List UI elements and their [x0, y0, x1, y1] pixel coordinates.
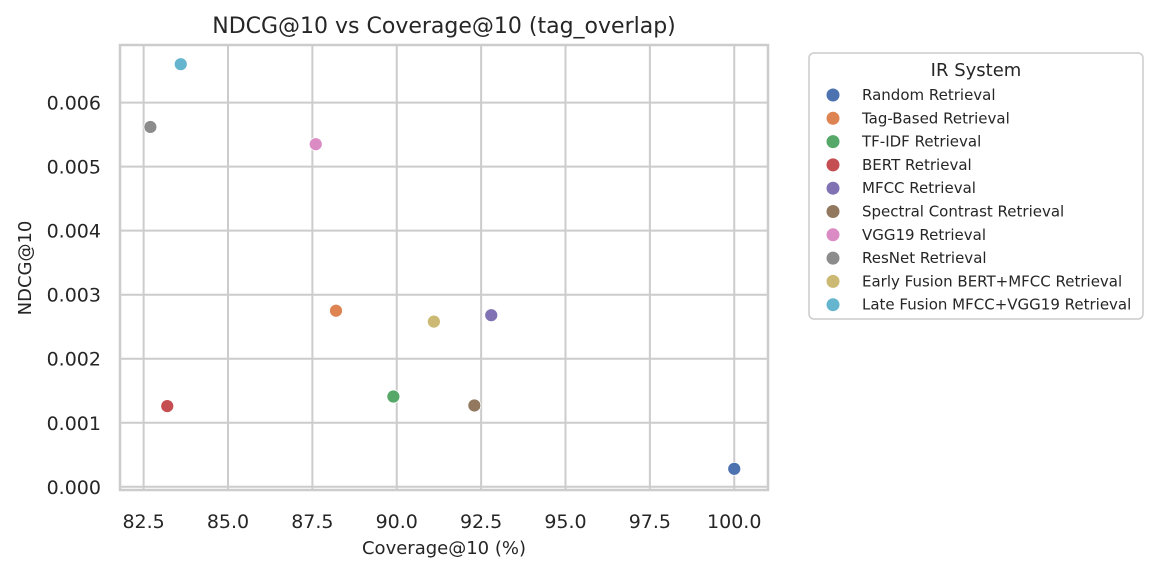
legend-marker	[826, 181, 840, 195]
x-tick-label: 82.5	[122, 511, 164, 533]
legend-marker	[826, 135, 840, 149]
data-point	[426, 314, 441, 329]
legend-label: BERT Retrieval	[862, 156, 972, 174]
legend-label: ResNet Retrieval	[862, 249, 987, 267]
y-tick-label: 0.005	[47, 157, 101, 179]
legend-item: VGG19 Retrieval	[826, 226, 986, 244]
legend-marker	[826, 111, 840, 125]
legend-marker	[826, 298, 840, 312]
legend-label: Tag-Based Retrieval	[861, 109, 1010, 127]
y-tick-label: 0.001	[47, 413, 101, 435]
y-axis-label: NDCG@10	[15, 221, 36, 316]
grid-layer	[120, 45, 768, 490]
legend-marker	[826, 251, 840, 265]
legend-item: MFCC Retrieval	[826, 179, 976, 197]
legend-label: Early Fusion BERT+MFCC Retrieval	[862, 272, 1122, 290]
legend-item: Random Retrieval	[826, 86, 996, 104]
x-axis-label: Coverage@10 (%)	[362, 538, 526, 559]
data-point	[727, 461, 742, 476]
legend-item: ResNet Retrieval	[826, 249, 987, 267]
x-tick-label: 85.0	[207, 511, 249, 533]
data-point	[173, 57, 188, 72]
legend-marker	[826, 205, 840, 218]
legend-label: Spectral Contrast Retrieval	[862, 203, 1064, 221]
x-tick-label: 95.0	[544, 511, 586, 533]
data-point	[160, 399, 175, 414]
data-point	[484, 308, 499, 323]
data-point	[467, 398, 482, 413]
legend-item: BERT Retrieval	[826, 156, 972, 174]
x-tick-labels: 82.5 85.0 87.5 90.0 92.5 95.0 97.5 100.0	[122, 511, 761, 533]
legend-label: Random Retrieval	[862, 86, 996, 104]
chart-title: NDCG@10 vs Coverage@10 (tag_overlap)	[212, 14, 676, 39]
x-tick-label: 97.5	[629, 511, 671, 533]
legend-box	[808, 52, 1144, 320]
y-tick-label: 0.003	[47, 285, 101, 307]
data-point	[386, 389, 401, 404]
data-points	[143, 57, 742, 476]
legend-item: Early Fusion BERT+MFCC Retrieval	[826, 272, 1122, 290]
legend-items: Random Retrieval Tag-Based Retrieval TF-ID…	[826, 86, 1131, 314]
legend-item: Late Fusion MFCC+VGG19 Retrieval	[826, 296, 1131, 314]
x-tick-label: 100.0	[707, 511, 761, 533]
legend-item: Spectral Contrast Retrieval	[826, 203, 1064, 221]
x-tick-label: 87.5	[291, 511, 333, 533]
data-point	[308, 137, 323, 152]
x-tick-label: 92.5	[460, 511, 502, 533]
legend-marker	[826, 158, 840, 172]
legend-label: VGG19 Retrieval	[862, 226, 986, 244]
y-tick-label: 0.000	[47, 477, 101, 499]
y-tick-label: 0.004	[47, 221, 101, 243]
legend-marker	[826, 274, 840, 288]
legend-marker	[826, 88, 840, 102]
y-tick-labels: 0.000 0.001 0.002 0.003 0.004 0.005 0.006	[47, 93, 101, 499]
y-tick-label: 0.002	[47, 349, 101, 371]
legend: IR System Random Retrieval Tag-Based Retr…	[808, 52, 1144, 320]
legend-label: MFCC Retrieval	[862, 179, 976, 197]
data-point	[143, 120, 158, 134]
legend-item: Tag-Based Retrieval	[826, 109, 1010, 127]
legend-label: TF-IDF Retrieval	[861, 133, 981, 151]
legend-marker	[826, 228, 840, 242]
legend-item: TF-IDF Retrieval	[826, 133, 981, 151]
data-point	[329, 303, 343, 318]
legend-label: Late Fusion MFCC+VGG19 Retrieval	[862, 296, 1131, 314]
x-tick-label: 90.0	[376, 511, 418, 533]
plot-frame	[118, 43, 770, 492]
y-tick-label: 0.006	[47, 93, 101, 115]
legend-title: IR System	[931, 60, 1022, 81]
